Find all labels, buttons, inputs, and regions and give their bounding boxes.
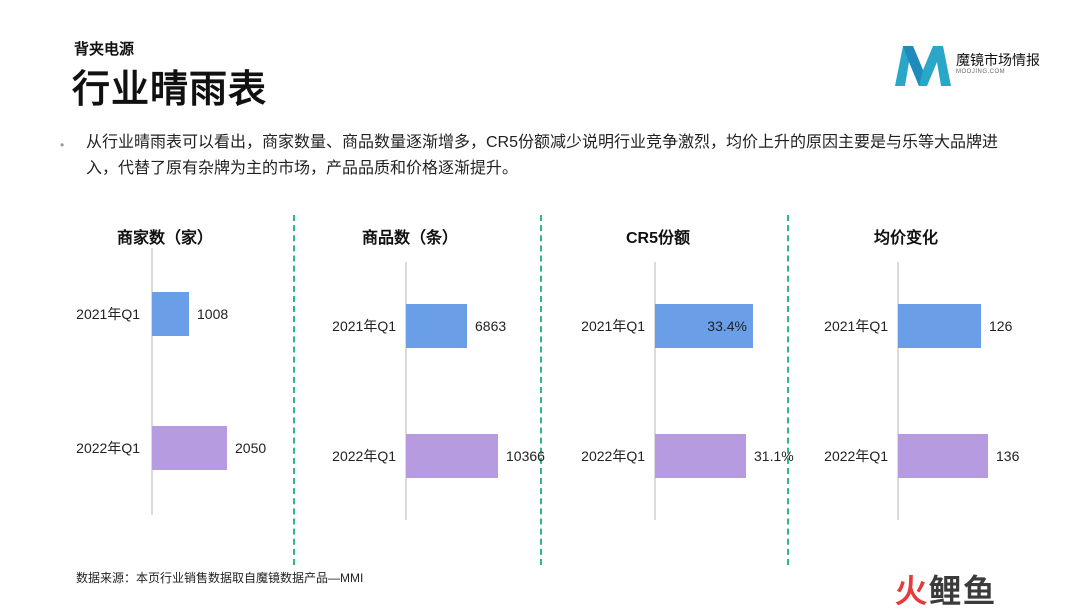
category-label: 2022年Q1 bbox=[332, 448, 396, 464]
category-label: 2021年Q1 bbox=[824, 318, 888, 334]
summary-text: 从行业晴雨表可以看出，商家数量、商品数量逐渐增多，CR5份额减少说明行业竞争激烈… bbox=[86, 134, 999, 177]
data-label: 2050 bbox=[235, 440, 266, 456]
chart-title-cr5: CR5份额 bbox=[625, 230, 690, 247]
bar bbox=[152, 292, 189, 336]
data-label: 10366 bbox=[506, 448, 545, 464]
category-label: 2022年Q1 bbox=[76, 440, 140, 456]
chart-title-products: 商品数（条） bbox=[361, 230, 458, 247]
data-label: 1008 bbox=[197, 306, 228, 322]
logo-sub: MOOJING.COM bbox=[956, 69, 1006, 75]
bar bbox=[655, 434, 746, 478]
divider bbox=[787, 215, 789, 565]
divider bbox=[540, 215, 542, 565]
data-label: 31.1% bbox=[754, 448, 794, 464]
bar bbox=[406, 304, 467, 348]
bar bbox=[152, 426, 227, 470]
bullet-icon: • bbox=[60, 138, 65, 152]
category-label: 2021年Q1 bbox=[76, 306, 140, 322]
category-label: 2021年Q1 bbox=[332, 318, 396, 334]
data-label: 33.4% bbox=[707, 318, 747, 334]
bar bbox=[655, 304, 753, 348]
category-label: 2022年Q1 bbox=[824, 448, 888, 464]
logo-name: 魔镜市场情报 bbox=[956, 52, 1040, 68]
data-label: 136 bbox=[996, 448, 1020, 464]
data-label: 6863 bbox=[475, 318, 506, 334]
bar bbox=[898, 434, 988, 478]
data-source-note: 数据来源：本页行业销售数据取自魔镜数据产品—MMI bbox=[76, 571, 364, 585]
bar bbox=[406, 434, 498, 478]
chart-title-avg-price: 均价变化 bbox=[873, 230, 938, 247]
data-label: 126 bbox=[989, 318, 1013, 334]
bar bbox=[898, 304, 981, 348]
divider bbox=[293, 215, 295, 565]
chart-title-merchants: 商家数（家） bbox=[116, 230, 213, 247]
category-label: 2021年Q1 bbox=[581, 318, 645, 334]
page-subtitle: 背夹电源 bbox=[74, 41, 135, 58]
watermark-logo: 火鲤鱼 bbox=[895, 573, 998, 609]
page-title: 行业晴雨表 bbox=[72, 69, 268, 111]
moojing-logo-icon bbox=[895, 46, 951, 86]
category-label: 2022年Q1 bbox=[581, 448, 645, 464]
